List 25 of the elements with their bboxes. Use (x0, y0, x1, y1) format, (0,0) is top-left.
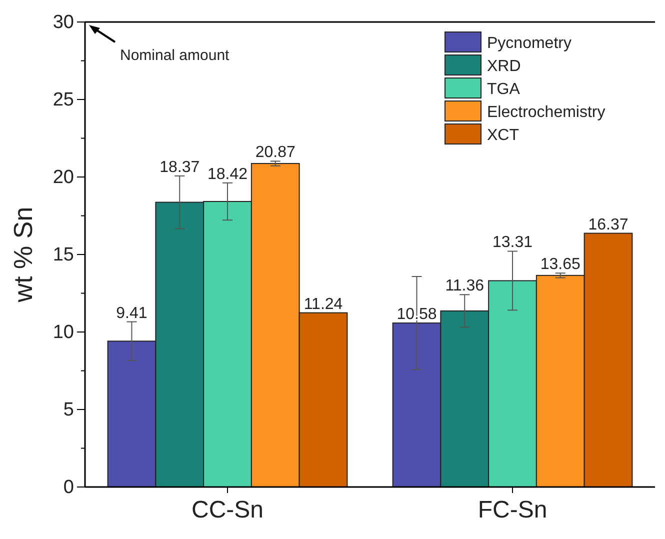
legend-label: TGA (487, 81, 520, 98)
x-tick-label: CC-Sn (191, 496, 264, 524)
x-tick-label: FC-Sn (478, 496, 548, 524)
data-label: 18.42 (207, 166, 248, 183)
data-label: 20.87 (255, 144, 296, 162)
data-label: 11.36 (445, 278, 484, 295)
y-tick-label: 15 (52, 244, 74, 266)
annotation: Nominal amount (120, 47, 230, 64)
data-label: 9.41 (116, 304, 148, 322)
data-label: 16.37 (588, 216, 628, 234)
y-tick-label: 30 (52, 12, 74, 34)
data-label: 13.31 (492, 234, 533, 252)
y-tick-label: 5 (63, 400, 74, 421)
y-axis-title: wt % Sn (8, 206, 38, 304)
legend-label: XRD (487, 58, 521, 75)
legend-label: Pycnometry (487, 35, 572, 52)
y-tick-label: 25 (52, 90, 74, 111)
y-tick-label: 10 (52, 322, 74, 344)
y-tick-label: 20 (52, 167, 74, 188)
legend-label: XCT (487, 127, 520, 144)
data-label: 11.24 (304, 296, 343, 313)
data-label: 18.37 (160, 158, 200, 176)
data-label: 13.65 (540, 256, 580, 274)
y-tick-label: 0 (63, 477, 74, 498)
legend-label: Electrochemistry (487, 104, 606, 121)
